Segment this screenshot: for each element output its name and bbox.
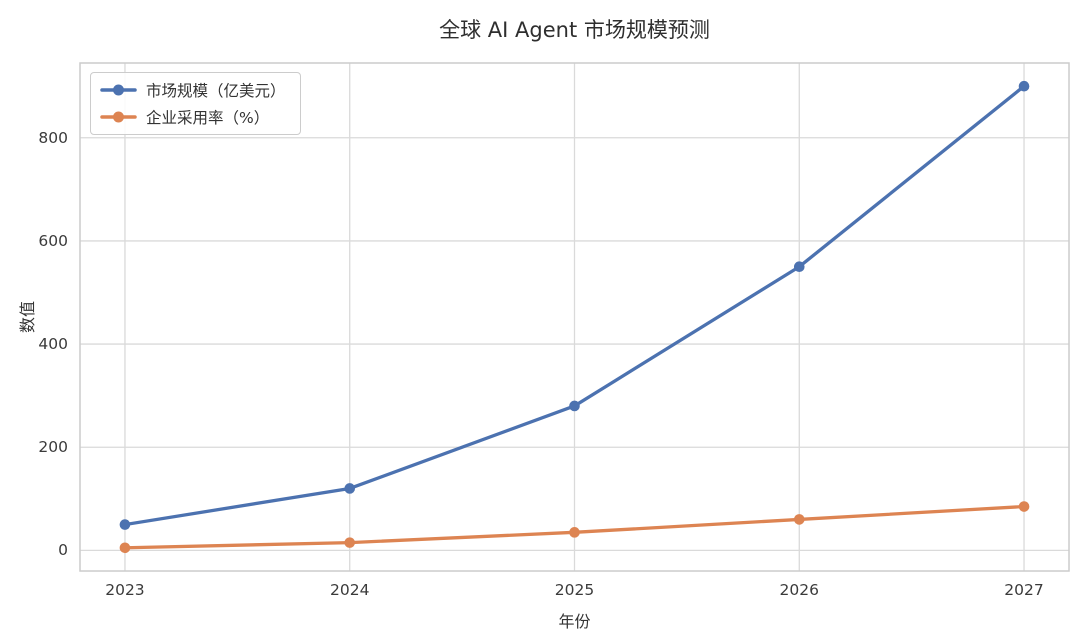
x-tick-label: 2027: [1004, 581, 1044, 599]
y-axis-label: 数值: [18, 300, 37, 334]
line-dot-marker-icon: [100, 111, 137, 123]
legend-label-market-size: 市场规模（亿美元）: [146, 82, 286, 100]
x-tick-label: 2024: [329, 581, 370, 599]
legend-item-market-size: 市场规模（亿美元）: [100, 79, 286, 101]
y-tick-label: 200: [38, 438, 68, 457]
x-tick-label: 2026: [779, 581, 819, 599]
y-tick-label: 400: [38, 335, 68, 354]
chart-title: 全球 AI Agent 市场规模预测: [439, 18, 710, 42]
x-tick-label: 2025: [554, 581, 595, 599]
y-tick-label: 600: [38, 231, 68, 250]
y-tick-label: 800: [38, 128, 68, 147]
line-dot-marker-icon: [100, 84, 137, 96]
legend-item-adoption-rate: 企业采用率（%）: [100, 106, 286, 128]
y-tick-label: 0: [58, 541, 68, 560]
legend: 市场规模（亿美元） 企业采用率（%）: [90, 72, 301, 135]
x-tick-label: 2023: [105, 581, 145, 599]
legend-label-adoption-rate: 企业采用率（%）: [146, 109, 270, 127]
x-axis-label: 年份: [558, 612, 591, 631]
